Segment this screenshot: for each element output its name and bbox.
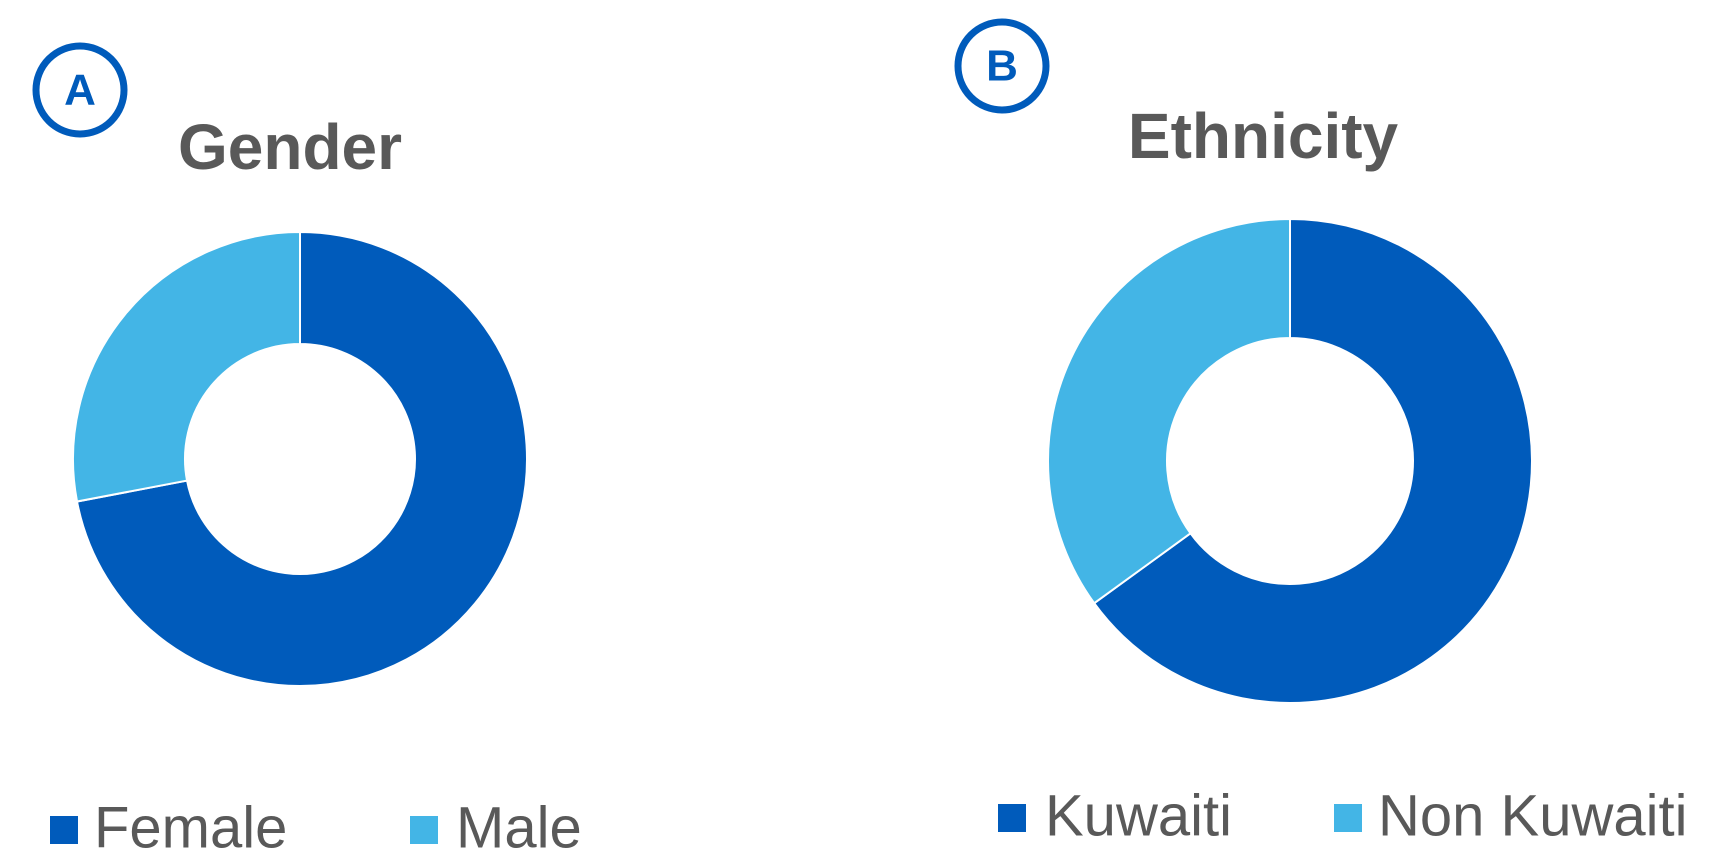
donut-segment bbox=[75, 230, 528, 687]
legend-swatch bbox=[998, 804, 1026, 832]
legend-label: Male bbox=[456, 795, 582, 855]
legend-label: Female bbox=[94, 795, 287, 855]
legend-swatch bbox=[50, 816, 78, 844]
badge-label: B bbox=[986, 42, 1018, 91]
legend-swatch bbox=[410, 816, 438, 844]
donut-segment bbox=[1092, 217, 1533, 704]
chart-title: Gender bbox=[178, 111, 402, 183]
legend-swatch bbox=[1334, 804, 1362, 832]
chart-title: Ethnicity bbox=[1128, 100, 1399, 172]
badge-circle bbox=[32, 42, 128, 138]
legend-label: Non Kuwaiti bbox=[1378, 783, 1687, 848]
badge-circle bbox=[954, 18, 1050, 114]
donut-segment bbox=[72, 230, 301, 503]
badge-label: A bbox=[64, 66, 96, 115]
legend-label: Kuwaiti bbox=[1045, 783, 1232, 848]
donut-segment bbox=[1047, 217, 1291, 605]
